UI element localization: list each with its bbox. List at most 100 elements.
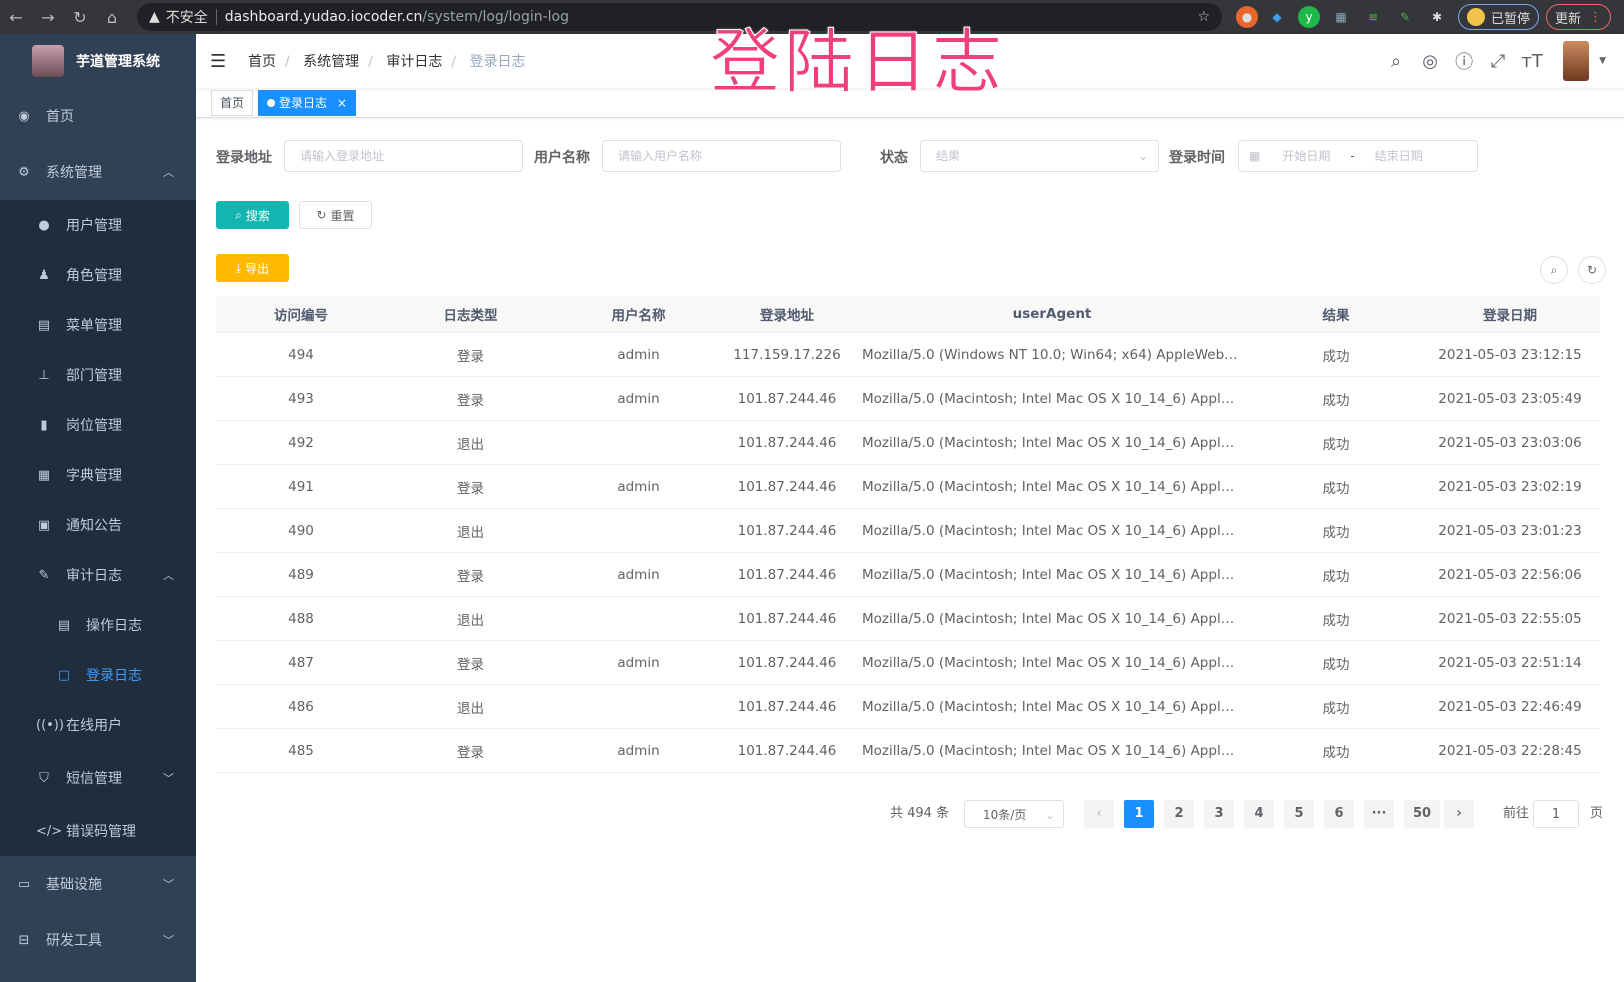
label: 部门管理 [66,368,122,384]
table-cell: 成功 [1322,436,1350,453]
sidebar-item-dict[interactable]: ▦ 字典管理 [0,450,196,500]
range-separator: - [1350,149,1355,163]
sidebar-item-post[interactable]: ▮ 岗位管理 [0,400,196,450]
table-row: 491 登录 admin 101.87.244.46 Mozilla/5.0 (Maci… [216,465,1600,509]
end-date[interactable]: 结束日期 [1374,149,1423,163]
sidebar-item-menu[interactable]: ▤ 菜单管理 [0,300,196,350]
page-size-select[interactable]: 10条/页 ⌄ [964,800,1064,828]
hamburger-icon[interactable]: ☰ [210,50,227,72]
export-label: 导出 [245,261,270,276]
ip-input[interactable]: 请输入登录地址 [284,140,523,172]
sidebar-item-home[interactable]: ◉ 首页 [0,88,196,144]
fullscreen-icon[interactable]: ⤢ [1490,50,1506,72]
reload-icon[interactable]: ↻ [73,7,87,27]
username-input[interactable]: 请输入用户名称 [602,140,841,172]
table-cell: 成功 [1322,480,1350,497]
back-icon[interactable]: ← [9,7,23,27]
table-cell: 成功 [1322,744,1350,761]
table-cell: 登录 [457,480,484,497]
sidebar-item-user[interactable]: ● 用户管理 [0,200,196,250]
tag-home[interactable]: 首页 [211,89,254,116]
table-header: 访问编号 日志类型 用户名称 登录地址 userAgent 结果 登录日期 [216,296,1600,333]
page-button[interactable]: 4 [1244,800,1274,828]
refresh-button[interactable]: ↻ [1578,256,1606,284]
table-cell: 2021-05-03 22:55:05 [1438,610,1582,627]
label: 通知公告 [66,518,122,534]
breadcrumb-item[interactable]: 审计日志 [386,54,443,70]
extension-icon[interactable]: ▦ [1335,10,1347,24]
page-button[interactable]: 3 [1204,800,1234,828]
table-cell: 486 [288,698,314,715]
label: 角色管理 [66,268,122,284]
avatar[interactable] [1563,41,1590,81]
profile-button[interactable]: 已暂停 [1458,4,1540,30]
sidebar-item-login-log[interactable]: ▢ 登录日志 [0,650,196,700]
shield-icon: ⛉ [39,770,49,786]
table-row: 487 登录 admin 101.87.244.46 Mozilla/5.0 (Maci… [216,641,1600,685]
bookmark-star-icon[interactable]: ☆ [1197,9,1210,25]
tag-login-log[interactable]: 登录日志 × [258,89,356,116]
start-date[interactable]: 开始日期 [1282,149,1331,163]
sidebar-item-notice[interactable]: ▣ 通知公告 [0,500,196,550]
page-button[interactable]: 5 [1284,800,1314,828]
search-icon[interactable]: ⌕ [1391,50,1402,72]
sidebar-item-errcode[interactable]: </> 错误码管理 [0,806,196,856]
search-button[interactable]: ⌕ 搜索 [216,201,289,229]
sidebar-item-infra[interactable]: ▭ 基础设施 ﹀ [0,856,196,912]
chevron-down-icon: ﹀ [163,878,174,891]
toggle-search-button[interactable]: ⌕ [1540,256,1568,284]
tags-view: 首页 登录日志 × [196,88,1624,118]
table-cell: 101.87.244.46 [737,654,837,671]
caret-down-icon[interactable]: ▼ [1599,56,1606,66]
puzzle-icon[interactable]: ✱ [1431,10,1443,24]
address-bar[interactable]: ▲ 不安全 dashboard.yudao.iocoder.cn/system/… [137,3,1222,31]
page-button[interactable]: 50 [1404,800,1440,828]
extension-icon[interactable]: ◆ [1272,10,1282,24]
status-select[interactable]: 结果 ⌄ [920,140,1159,172]
home-icon[interactable]: ⌂ [106,7,118,27]
sidebar-item-dept[interactable]: ⊥ 部门管理 [0,350,196,400]
sidebar-item-audit[interactable]: ✎ 审计日志 ︿ [0,550,196,600]
refresh-icon: ↻ [316,208,327,222]
extension-icon[interactable]: ● [1236,6,1258,28]
close-icon[interactable]: × [336,95,347,110]
page-button[interactable]: 6 [1324,800,1354,828]
reset-button[interactable]: ↻ 重置 [299,201,372,229]
sidebar-item-role[interactable]: ♟ 角色管理 [0,250,196,300]
page-button[interactable]: ··· [1364,800,1394,828]
extension-icon[interactable]: y [1298,6,1320,28]
question-icon[interactable]: ⓘ [1455,52,1474,73]
table-cell: 退出 [457,524,484,541]
label: 错误码管理 [66,824,136,840]
page-button[interactable]: 1 [1124,800,1154,828]
table-cell: 485 [288,742,314,759]
sidebar-item-sms[interactable]: ⛉ 短信管理 ﹀ [0,750,196,806]
forward-icon[interactable]: → [41,7,55,27]
sidebar-item-online[interactable]: ((•)) 在线用户 [0,700,196,750]
breadcrumb-item[interactable]: 系统管理 [303,54,360,70]
table-cell: Mozilla/5.0 (Macintosh; Intel Mac OS X 1… [862,566,1252,583]
login-log-table: 访问编号 日志类型 用户名称 登录地址 userAgent 结果 登录日期 49… [216,296,1600,773]
tool-icon: ⊟ [18,932,30,948]
page-button[interactable]: 2 [1164,800,1194,828]
sidebar-item-system[interactable]: ⚙ 系统管理 ︿ [0,144,196,200]
search-icon: ⌕ [235,207,242,222]
table-cell: 101.87.244.46 [737,478,837,495]
sidebar-item-operate-log[interactable]: ▤ 操作日志 [0,600,196,650]
app-logo[interactable]: 芋道管理系统 [0,34,196,88]
table-cell: admin [617,566,660,583]
github-icon[interactable]: ◎ [1422,50,1438,72]
sidebar-item-devtools[interactable]: ⊟ 研发工具 ﹀ [0,912,196,968]
update-button[interactable]: 更新 ⋮ [1546,4,1612,30]
extension-icon[interactable]: ≡ [1367,10,1379,24]
goto-label: 前往 [1503,806,1530,821]
extension-icon[interactable]: ✎ [1399,10,1411,24]
next-page-button[interactable]: › [1444,800,1474,828]
font-size-icon[interactable]: ᴛT [1521,50,1543,72]
export-button[interactable]: ⤓ 导出 [216,254,289,282]
prev-page-button[interactable]: ‹ [1084,800,1114,828]
goto-page-input[interactable]: 1 [1533,800,1579,828]
breadcrumb-item[interactable]: 首页 [248,54,276,70]
table-cell: 成功 [1322,568,1350,585]
date-range-picker[interactable]: ▦ 开始日期 - 结束日期 [1238,140,1478,172]
